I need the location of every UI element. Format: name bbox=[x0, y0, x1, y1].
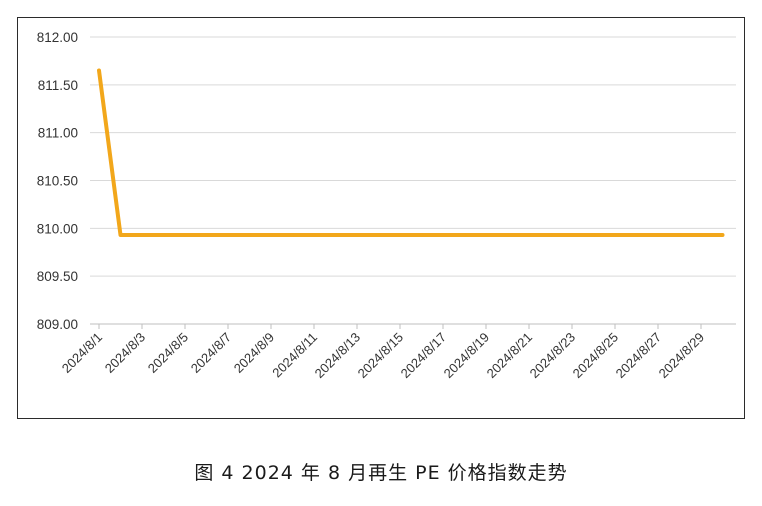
y-tick-label: 812.00 bbox=[37, 30, 78, 45]
data-point bbox=[376, 233, 381, 237]
data-point bbox=[333, 233, 338, 237]
data-point bbox=[183, 233, 187, 237]
data-point bbox=[505, 233, 510, 237]
data-point bbox=[161, 233, 166, 237]
x-tick-label: 2024/8/29 bbox=[656, 330, 708, 382]
data-point bbox=[355, 233, 359, 237]
x-tick-label: 2024/8/15 bbox=[355, 330, 407, 382]
x-tick-label: 2024/8/17 bbox=[398, 330, 450, 382]
x-tick-label: 2024/8/19 bbox=[441, 330, 493, 382]
data-point bbox=[140, 233, 144, 237]
series-line bbox=[97, 68, 725, 238]
data-point bbox=[226, 233, 230, 237]
x-tick-label: 2024/8/13 bbox=[312, 330, 364, 382]
data-point bbox=[613, 233, 617, 237]
y-tick-label: 809.50 bbox=[37, 269, 78, 284]
x-tick-label: 2024/8/7 bbox=[188, 330, 234, 376]
data-point bbox=[527, 233, 531, 237]
y-axis-ticks: 812.00 811.50 811.00 810.50 810.00 809.50 809.… bbox=[37, 30, 78, 332]
data-point bbox=[591, 233, 596, 237]
data-point bbox=[656, 233, 660, 237]
x-tick-label: 2024/8/25 bbox=[570, 330, 622, 382]
x-tick-label: 2024/8/11 bbox=[269, 330, 320, 381]
x-axis-ticks: 2024/8/12024/8/32024/8/52024/8/72024/8/9… bbox=[59, 330, 707, 382]
data-point bbox=[462, 233, 467, 237]
data-point bbox=[441, 233, 445, 237]
y-tick-label: 810.50 bbox=[37, 174, 78, 189]
x-tick-label: 2024/8/27 bbox=[613, 330, 665, 382]
data-point bbox=[398, 233, 402, 237]
y-tick-label: 811.50 bbox=[38, 78, 78, 93]
data-point bbox=[548, 233, 553, 237]
y-tick-label: 810.00 bbox=[37, 221, 78, 236]
chart-frame: 812.00 811.50 811.00 810.50 810.00 809.50 809.… bbox=[17, 17, 745, 419]
data-point bbox=[118, 233, 123, 237]
data-point bbox=[570, 233, 574, 237]
data-point bbox=[290, 233, 295, 237]
x-tick-label: 2024/8/5 bbox=[145, 330, 191, 376]
data-point bbox=[269, 233, 273, 237]
data-point bbox=[419, 233, 424, 237]
data-point bbox=[247, 233, 252, 237]
x-tick-label: 2024/8/3 bbox=[102, 330, 148, 376]
data-point bbox=[720, 233, 725, 237]
x-axis bbox=[90, 323, 736, 329]
data-point bbox=[634, 233, 639, 237]
data-point bbox=[312, 233, 316, 237]
data-point bbox=[204, 233, 209, 237]
data-point bbox=[699, 233, 703, 237]
grid-lines bbox=[90, 36, 736, 277]
y-tick-label: 811.00 bbox=[38, 126, 78, 141]
y-tick-label: 809.00 bbox=[37, 317, 78, 332]
x-tick-label: 2024/8/1 bbox=[59, 330, 105, 376]
series-layer bbox=[97, 68, 725, 238]
data-point bbox=[677, 233, 682, 237]
figure-caption: 图 4 2024 年 8 月再生 PE 价格指数走势 bbox=[194, 462, 568, 484]
data-point bbox=[97, 68, 101, 73]
x-tick-label: 2024/8/23 bbox=[527, 330, 579, 382]
line-chart: 812.00 811.50 811.00 810.50 810.00 809.50 809.… bbox=[37, 30, 736, 382]
x-tick-label: 2024/8/21 bbox=[484, 330, 536, 382]
data-point bbox=[484, 233, 488, 237]
